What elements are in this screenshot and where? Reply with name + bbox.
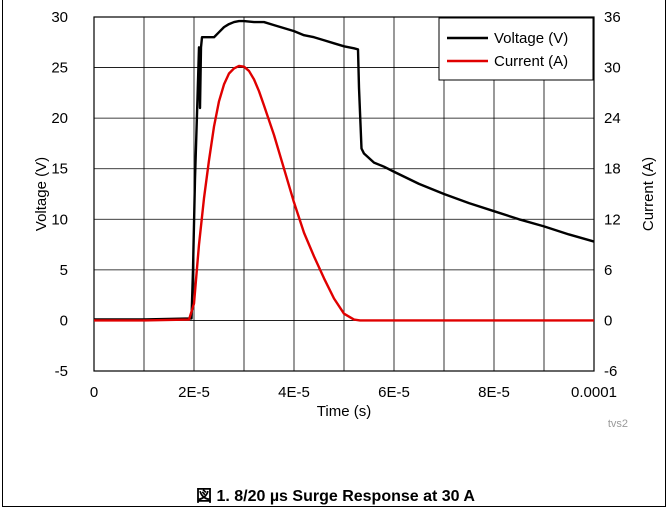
y-axis-label: Voltage (V) — [33, 157, 50, 231]
y-tick-label: 10 — [51, 211, 68, 228]
y-tick-label: -5 — [55, 363, 68, 380]
corner-tag: tvs2 — [608, 418, 628, 430]
y-tick-label: 30 — [51, 9, 68, 26]
legend: Voltage (V) Current (A) — [438, 17, 594, 81]
legend-box — [438, 17, 594, 81]
legend-label-current: Current (A) — [494, 53, 568, 70]
y-tick-label: 15 — [51, 161, 68, 178]
y2-tick-label: 0 — [604, 312, 612, 329]
y2-tick-label: 24 — [604, 110, 621, 127]
y2-tick-label: 36 — [604, 9, 621, 26]
series-line-voltage — [94, 19, 595, 321]
series-line-current — [94, 64, 594, 322]
y2-tick-label: -6 — [604, 363, 617, 380]
x-axis-label: Time (s) — [317, 403, 371, 420]
legend-label-voltage: Voltage (V) — [494, 30, 568, 47]
x-tick-label: 0 — [90, 384, 98, 401]
grid — [94, 17, 594, 371]
y-tick-label: 25 — [51, 60, 68, 77]
figure-caption: 図 1. 8/20 µs Surge Response at 30 A — [196, 488, 475, 505]
x-tick-label: 6E-5 — [378, 384, 410, 401]
x-tick-label: 8E-5 — [478, 384, 510, 401]
surge-response-chart: 0 2E-5 4E-5 6E-5 8E-5 0.0001 -5 0 5 10 15 20 25 30 -… — [33, 9, 657, 430]
y2-tick-label: 6 — [604, 262, 612, 279]
x-axis-ticks: 0 2E-5 4E-5 6E-5 8E-5 0.0001 — [90, 384, 617, 401]
series-group — [94, 19, 595, 322]
y2-tick-label: 30 — [604, 60, 621, 77]
x-tick-label: 4E-5 — [278, 384, 310, 401]
y-tick-label: 0 — [60, 312, 68, 329]
plot-area — [93, 16, 595, 372]
x-tick-label: 2E-5 — [178, 384, 210, 401]
y-axis-ticks: -5 0 5 10 15 20 25 30 — [51, 9, 68, 380]
y-tick-label: 5 — [60, 262, 68, 279]
y2-tick-label: 18 — [604, 161, 621, 178]
x-tick-label: 0.0001 — [571, 384, 617, 401]
y-tick-label: 20 — [51, 110, 68, 127]
y2-tick-label: 12 — [604, 211, 621, 228]
y2-axis-label: Current (A) — [640, 157, 657, 231]
y2-axis-ticks: -6 0 6 12 18 24 30 36 — [604, 9, 621, 380]
